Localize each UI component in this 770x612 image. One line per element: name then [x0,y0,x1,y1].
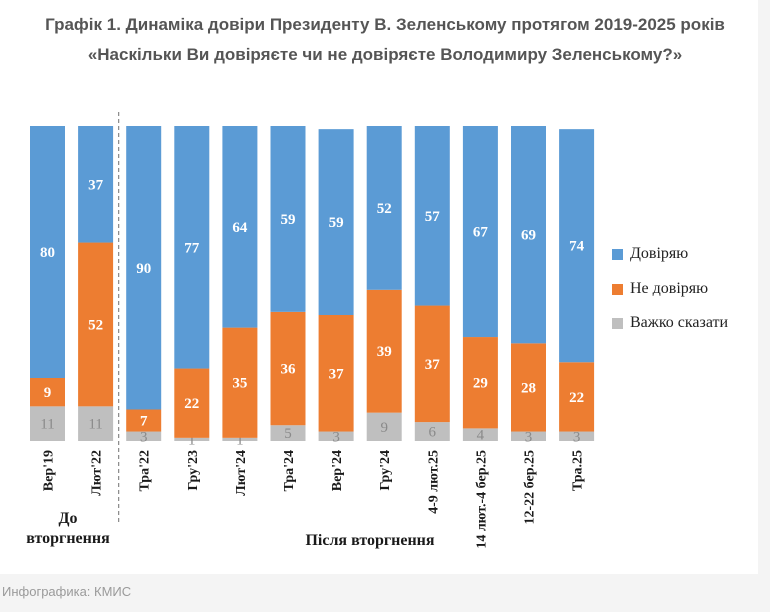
chart-subtitle: «Наскільки Ви довіряєте чи не довіряєте … [87,45,683,64]
bar-segment-distrust [559,362,595,432]
data-label-distrust: 35 [232,376,247,392]
data-label-trust: 69 [521,228,536,244]
bar-segment-hard-to-say [174,437,210,441]
data-label-distrust: 7 [140,414,148,430]
data-label-trust: 67 [473,225,489,241]
x-tick-label: Вер'24 [330,450,345,491]
x-tick-label: Тра'24 [282,450,297,491]
bar-segment-hard-to-say [414,422,450,441]
bar-segment-hard-to-say [559,431,595,441]
data-label-hard-to-say: 1 [188,432,196,448]
bar-segment-trust [174,126,210,369]
source-caption: Инфографика: КМИС [2,584,132,599]
legend-item-trust: Довіряю [612,244,688,264]
bar-segment-trust [511,126,546,344]
data-label-trust: 37 [88,177,104,193]
legend-swatch-trust [612,248,623,260]
x-tick-label: 14 лют.-4 бер.25 [474,450,489,549]
data-label-hard-to-say: 3 [573,429,581,445]
bar-segment-distrust [366,289,402,413]
bar-segment-distrust [222,327,258,438]
x-tick-label: Тра'22 [138,450,153,491]
legend-item-distrust: Не довіряю [612,279,708,299]
x-tick-label: Гру'23 [186,450,201,491]
bar-segment-trust [559,129,595,363]
x-tick-label: 4-9 лют.25 [426,450,441,514]
group-label-after-invasion: Після вторгнення [305,532,435,549]
bar-segment-trust [30,126,65,378]
data-label-hard-to-say: 1 [236,432,244,448]
bar-segment-hard-to-say [511,431,546,441]
legend-item-hard-to-say: Важко сказати [612,313,728,333]
bar-segment-distrust [30,378,65,407]
legend-swatch-distrust [612,283,623,295]
legend-label-hard-to-say: Важко сказати [630,314,729,331]
data-label-hard-to-say: 3 [525,429,533,445]
data-label-distrust: 9 [44,385,52,401]
data-label-distrust: 22 [184,396,199,412]
data-label-distrust: 37 [329,366,345,382]
chart-title: Графік 1. Динаміка довіри Президенту В. … [45,15,725,34]
data-label-distrust: 37 [425,357,441,373]
data-label-hard-to-say: 3 [332,429,340,445]
bar-segment-hard-to-say [270,425,306,441]
data-label-hard-to-say: 4 [477,428,485,444]
bar-segment-distrust [414,305,450,423]
x-tick-label: Тра.25 [571,450,586,491]
data-label-distrust: 29 [473,376,488,392]
bar-segment-trust [78,126,114,243]
x-tick-label: Лют'24 [234,450,249,496]
data-label-distrust: 36 [281,362,297,378]
bar-segment-hard-to-say [318,431,354,441]
data-label-trust: 59 [329,215,344,231]
bar-segment-trust [318,129,354,315]
bar-segment-hard-to-say [30,406,65,441]
data-label-distrust: 39 [377,344,392,360]
data-label-trust: 74 [569,239,585,255]
data-label-trust: 52 [377,201,392,217]
x-tick-label: Вер'19 [42,450,57,491]
bar-segment-hard-to-say [366,412,402,441]
data-label-trust: 59 [281,212,296,228]
bar-segment-trust [222,126,258,328]
x-tick-label: Гру'24 [378,450,393,491]
bar-segment-distrust [126,409,162,432]
data-label-distrust: 28 [521,380,536,396]
x-tick-label: 12-22 бер.25 [523,450,538,524]
data-label-hard-to-say: 11 [40,417,54,433]
bar-segment-hard-to-say [78,406,114,441]
data-label-trust: 64 [232,220,248,236]
bar-segment-distrust [78,242,114,407]
data-label-trust: 57 [425,209,441,225]
bar-segment-distrust [511,343,546,432]
bar-segment-trust [366,126,402,290]
bar-segment-trust [462,126,498,338]
data-label-trust: 80 [40,245,55,261]
bar-segment-hard-to-say [462,428,498,441]
x-tick-label: Лют'22 [90,450,105,496]
bar-segment-hard-to-say [126,431,162,441]
bar-segment-distrust [462,337,498,429]
legend-swatch-hard-to-say [612,317,623,329]
bar-segment-hard-to-say [222,437,258,441]
bar-segment-distrust [174,368,210,438]
data-label-hard-to-say: 9 [380,420,388,436]
bar-segment-trust [414,126,450,306]
bar-segment-trust [126,126,162,410]
legend-label-distrust: Не довіряю [630,280,709,297]
bar-segment-distrust [318,315,354,432]
bar-segment-distrust [270,311,306,426]
legend-label-trust: Довіряю [630,245,689,262]
bar-segment-trust [270,126,306,312]
group-label-before-invasion: До вторгнення [26,510,110,547]
data-label-hard-to-say: 3 [140,429,148,445]
data-label-distrust: 22 [569,390,584,406]
data-label-hard-to-say: 6 [429,425,437,441]
data-label-hard-to-say: 11 [88,417,102,433]
data-label-distrust: 52 [88,317,103,333]
data-label-trust: 77 [184,240,200,256]
data-label-trust: 90 [136,261,151,277]
data-label-hard-to-say: 5 [284,426,292,442]
